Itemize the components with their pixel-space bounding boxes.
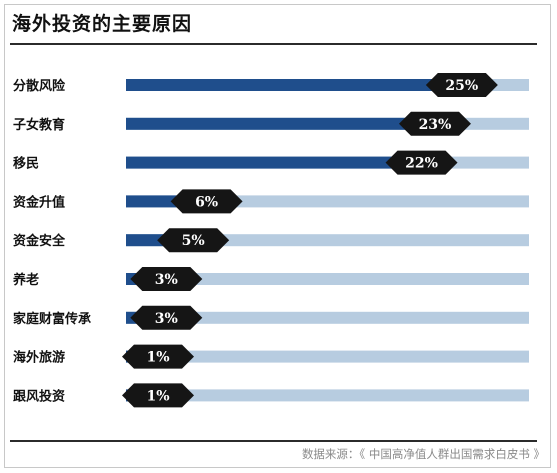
category-label: 养老 — [12, 272, 39, 288]
category-label: 海外旅游 — [13, 350, 65, 366]
value-label: 22% — [405, 156, 438, 172]
bar-track — [126, 273, 529, 285]
value-label: 25% — [445, 78, 478, 94]
value-badge — [130, 305, 203, 330]
chart-title: 海外投资的主要原因 — [12, 13, 193, 35]
bottom-rule — [10, 440, 537, 442]
top-rule — [10, 43, 537, 45]
bar-track — [126, 350, 529, 363]
category-label: 资金升值 — [13, 194, 65, 210]
source-note: 数据来源：《 中国高净值人群出国需求白皮书 》 — [301, 447, 545, 461]
category-label: 分散风险 — [13, 78, 66, 94]
category-label: 跟风投资 — [13, 388, 65, 404]
value-label: 1% — [146, 388, 169, 404]
value-badge — [425, 73, 498, 97]
category-label: 家庭财富传承 — [13, 311, 91, 327]
value-label: 23% — [419, 117, 452, 133]
value-label: 1% — [146, 350, 169, 366]
category-label: 移民 — [13, 156, 39, 172]
bar-track — [126, 389, 529, 402]
value-badge — [398, 111, 471, 136]
value-badge — [385, 150, 458, 175]
value-badge — [157, 228, 230, 253]
value-label: 3% — [155, 311, 178, 327]
bar — [126, 117, 435, 130]
bar-track — [126, 311, 529, 324]
value-badge — [130, 267, 203, 291]
category-label: 资金安全 — [13, 233, 66, 249]
category-label: 子女教育 — [13, 117, 65, 133]
value-badge — [122, 344, 194, 369]
bar — [126, 156, 422, 169]
value-label: 6% — [195, 194, 218, 210]
bar — [126, 79, 462, 91]
value-label: 3% — [155, 272, 178, 288]
value-label: 5% — [182, 233, 205, 249]
bar-track — [126, 234, 529, 247]
value-badge — [122, 383, 194, 408]
value-badge — [170, 189, 243, 214]
